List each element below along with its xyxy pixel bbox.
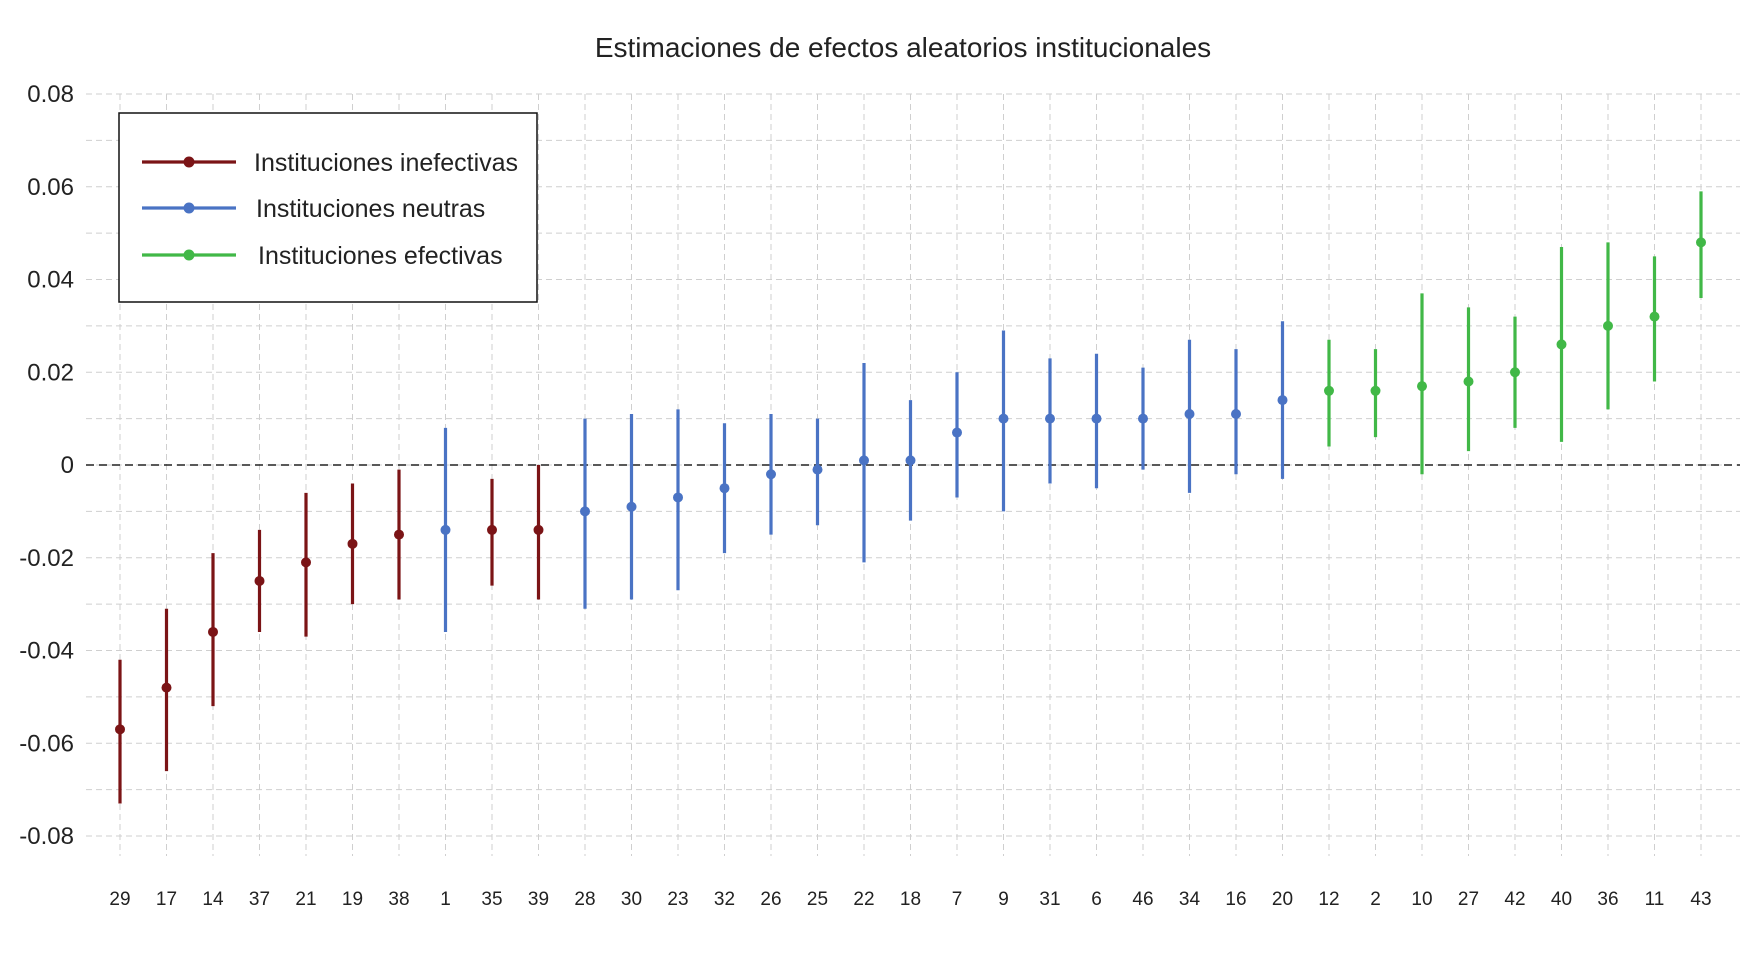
- estimate-point: [998, 413, 1009, 424]
- x-tick-label: 39: [528, 889, 549, 910]
- estimate-point: [1463, 376, 1474, 387]
- estimate-point: [859, 455, 869, 466]
- x-tick-label: 46: [1132, 889, 1153, 910]
- x-tick-label: 37: [249, 889, 270, 910]
- x-tick-label: 29: [109, 889, 130, 910]
- estimate-point: [1696, 237, 1706, 248]
- legend-label: Instituciones inefectivas: [254, 149, 518, 177]
- estimate-point: [1277, 395, 1288, 406]
- x-tick-label: 32: [714, 889, 735, 910]
- estimate-point: [626, 501, 637, 512]
- error-bars: [115, 191, 1706, 804]
- estimate-point: [580, 506, 590, 517]
- legend-marker: [183, 156, 195, 168]
- y-tick-label: 0.08: [27, 81, 74, 108]
- x-axis-ticks: 29 17 14 37 21 19 38 1 35 39 28 30 23 32 26 25 22 18 7 9 31 6…: [109, 889, 1711, 910]
- estimate-point: [394, 529, 404, 540]
- estimate-point: [719, 483, 730, 494]
- estimate-point: [301, 557, 311, 568]
- estimate-point: [1417, 381, 1427, 392]
- estimate-point: [1649, 311, 1660, 322]
- x-tick-label: 26: [760, 889, 781, 910]
- y-tick-label: 0.02: [27, 359, 74, 386]
- chart-title: Estimaciones de efectos aleatorios insti…: [595, 32, 1211, 63]
- estimate-point: [1045, 413, 1055, 424]
- estimate-point: [208, 626, 218, 637]
- x-tick-label: 43: [1690, 889, 1711, 910]
- estimate-point: [1324, 385, 1334, 396]
- y-tick-label: 0.04: [27, 267, 74, 294]
- x-tick-label: 17: [156, 889, 177, 910]
- estimate-point: [1091, 413, 1102, 424]
- x-tick-label: 10: [1411, 889, 1432, 910]
- x-tick-label: 12: [1318, 889, 1339, 910]
- legend: Instituciones inefectivas Instituciones n…: [118, 112, 538, 303]
- x-tick-label: 9: [998, 889, 1009, 910]
- estimate-point: [487, 524, 497, 535]
- x-tick-label: 35: [481, 889, 502, 910]
- x-tick-label: 14: [202, 889, 224, 910]
- legend-marker: [183, 249, 195, 261]
- x-tick-label: 20: [1272, 889, 1293, 910]
- y-axis-ticks: 0.08 0.06 0.04 0.02 0 -0.02 -0.04 -0.06 -0.08: [19, 81, 74, 850]
- y-tick-label: -0.02: [19, 545, 74, 572]
- x-tick-label: 34: [1179, 889, 1201, 910]
- estimate-point: [533, 524, 544, 535]
- x-tick-label: 25: [807, 889, 828, 910]
- x-tick-label: 16: [1225, 889, 1246, 910]
- estimate-point: [1510, 367, 1520, 378]
- estimate-point: [440, 524, 451, 535]
- estimate-point: [1370, 385, 1381, 396]
- y-tick-label: 0: [61, 452, 74, 479]
- estimate-point: [1556, 339, 1567, 350]
- x-tick-label: 23: [667, 889, 688, 910]
- y-tick-label: -0.04: [19, 638, 74, 665]
- x-tick-label: 11: [1645, 889, 1665, 910]
- x-tick-label: 40: [1551, 889, 1572, 910]
- x-tick-label: 27: [1458, 889, 1479, 910]
- x-tick-label: 31: [1039, 889, 1060, 910]
- x-tick-label: 36: [1597, 889, 1618, 910]
- x-tick-label: 30: [621, 889, 642, 910]
- x-tick-label: 2: [1370, 889, 1381, 910]
- legend-label: Instituciones efectivas: [258, 242, 503, 270]
- x-tick-label: 1: [440, 889, 451, 910]
- estimate-point: [673, 492, 683, 503]
- y-tick-label: -0.08: [19, 823, 74, 850]
- x-tick-label: 7: [952, 889, 963, 910]
- estimate-point: [1184, 408, 1195, 419]
- x-tick-label: 42: [1504, 889, 1525, 910]
- estimate-point: [347, 538, 358, 549]
- estimate-point: [1231, 408, 1241, 419]
- estimate-point: [952, 427, 962, 438]
- estimate-point: [812, 464, 823, 475]
- x-tick-label: 6: [1091, 889, 1102, 910]
- x-tick-label: 22: [853, 889, 874, 910]
- legend-marker: [183, 202, 195, 214]
- x-tick-label: 19: [342, 889, 363, 910]
- legend-label: Instituciones neutras: [256, 195, 485, 223]
- x-tick-label: 38: [388, 889, 409, 910]
- estimate-point: [766, 469, 776, 480]
- estimate-point: [1603, 320, 1613, 331]
- x-tick-label: 18: [900, 889, 921, 910]
- x-tick-label: 28: [574, 889, 595, 910]
- x-tick-label: 21: [295, 889, 316, 910]
- y-tick-label: -0.06: [19, 730, 74, 757]
- estimate-point: [161, 682, 172, 693]
- estimate-point: [254, 575, 265, 586]
- y-tick-label: 0.06: [27, 174, 74, 201]
- legend-items: Instituciones inefectivas Instituciones n…: [142, 149, 518, 270]
- estimate-point: [1138, 413, 1148, 424]
- estimate-point: [115, 724, 125, 735]
- estimate-point: [905, 455, 916, 466]
